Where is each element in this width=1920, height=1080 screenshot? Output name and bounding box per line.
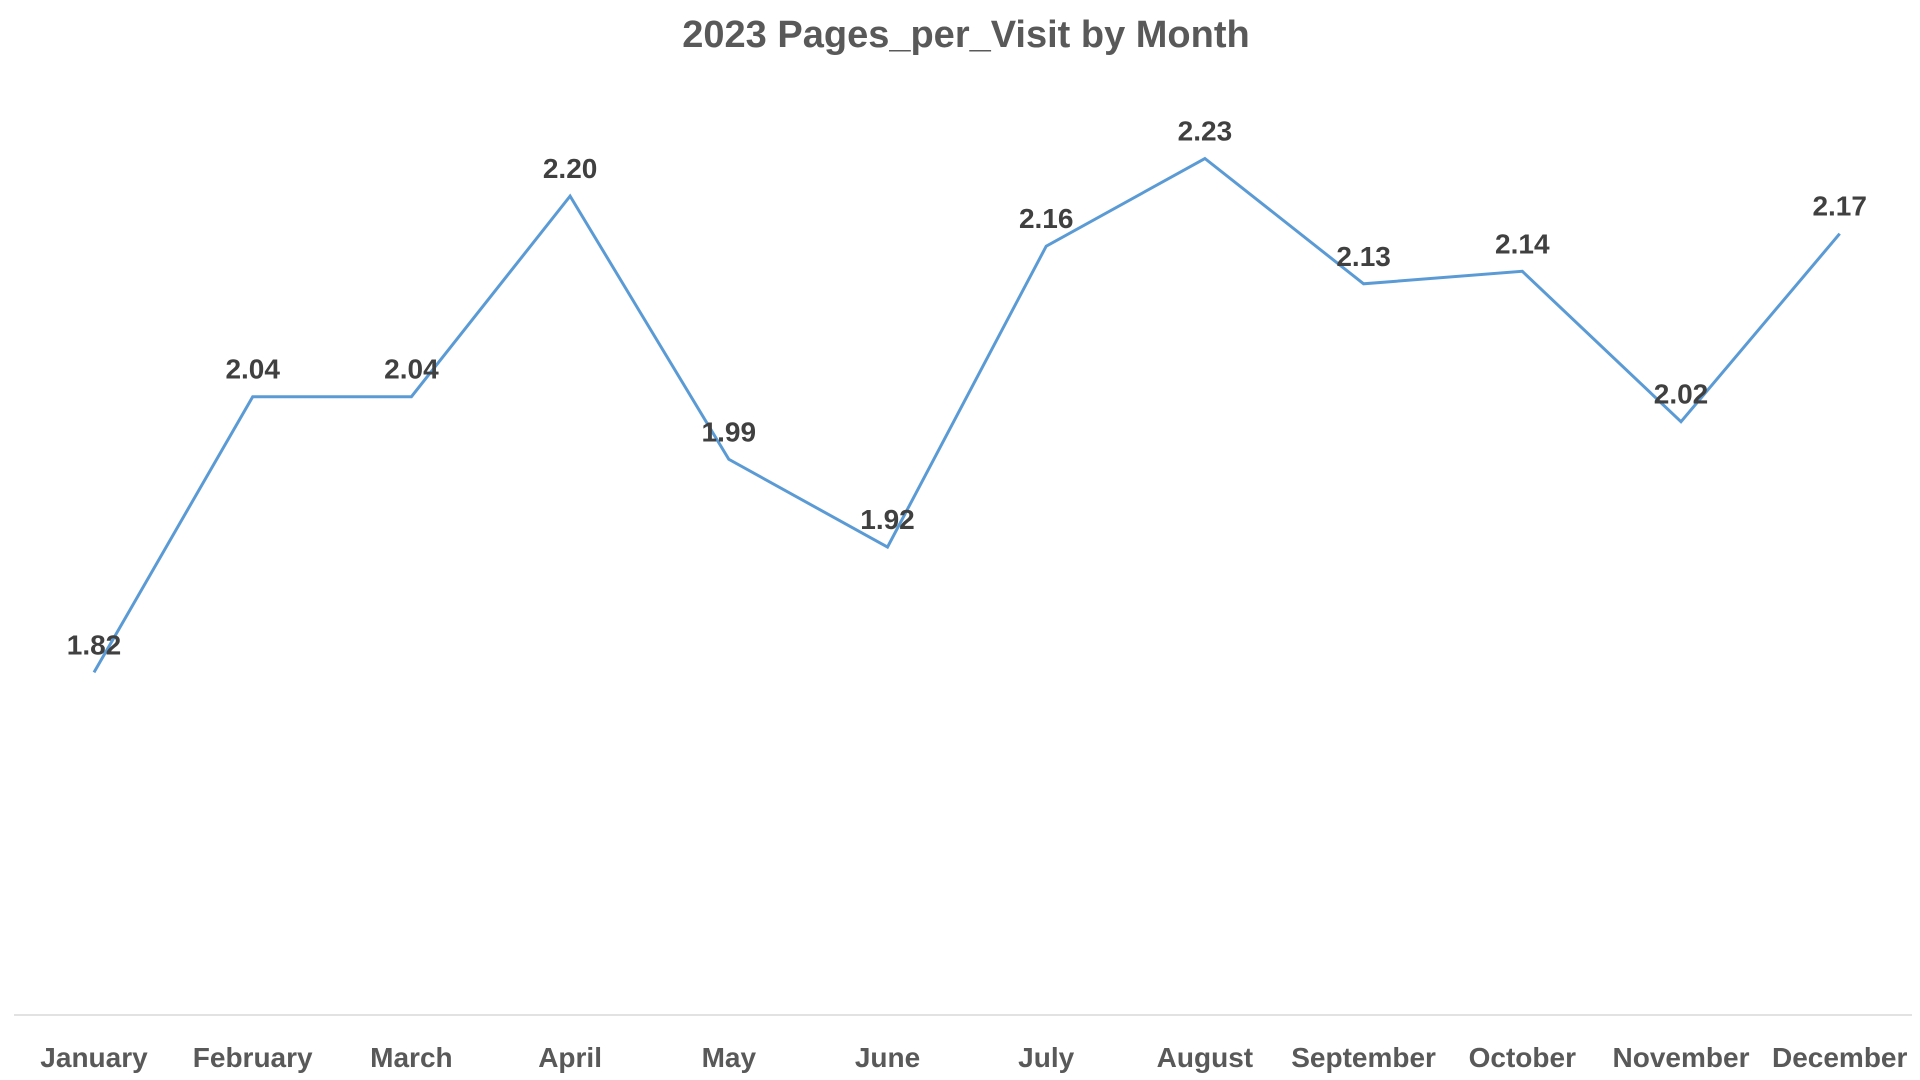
x-tick-august: August [1157,1042,1253,1073]
x-tick-june: June [855,1042,920,1073]
data-label-june: 1.92 [860,504,915,535]
x-tick-february: February [193,1042,313,1073]
x-tick-april: April [538,1042,602,1073]
x-tick-may: May [702,1042,757,1073]
data-label-december: 2.17 [1812,191,1867,222]
data-label-march: 2.04 [384,354,439,385]
data-label-may: 1.99 [702,416,757,447]
x-tick-january: January [40,1042,148,1073]
x-axis-tick-labels: January February March April May June July Augu… [40,1042,1907,1073]
data-labels: 1.82 2.04 2.04 2.20 1.99 1.92 2.16 2.23 2.13 2.14… [67,116,1867,661]
chart-title: 2023 Pages_per_Visit by Month [682,14,1249,56]
x-tick-december: December [1772,1042,1908,1073]
data-label-february: 2.04 [225,354,280,385]
data-label-july: 2.16 [1019,203,1074,234]
x-tick-march: March [370,1042,452,1073]
series-line-pages-per-visit [92,156,1841,674]
data-label-september: 2.13 [1336,241,1391,272]
data-label-april: 2.20 [543,153,598,184]
data-label-november: 2.02 [1654,379,1709,410]
x-tick-july: July [1018,1042,1074,1073]
x-tick-november: November [1613,1042,1750,1073]
data-label-january: 1.82 [67,629,122,660]
x-tick-october: October [1469,1042,1576,1073]
x-tick-september: September [1291,1042,1436,1073]
data-label-august: 2.23 [1178,116,1233,147]
data-label-october: 2.14 [1495,228,1550,259]
